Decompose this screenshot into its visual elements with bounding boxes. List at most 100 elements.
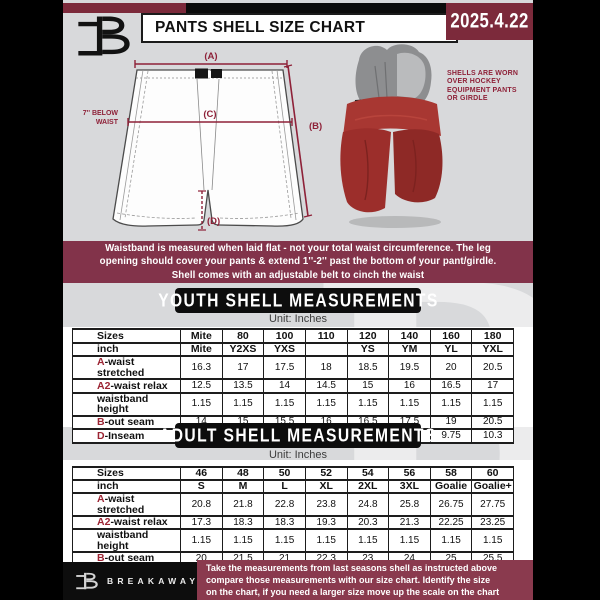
table-cell: 2XL <box>346 479 390 494</box>
footer-brand-name: BREAKAWAY <box>107 576 200 586</box>
table-cell: YL <box>429 341 473 357</box>
label-text: -out seam <box>104 552 155 565</box>
table-cell: 1.15 <box>304 528 348 553</box>
label-text: -waist stretched <box>97 356 145 379</box>
measure-label-d: (D) <box>207 216 220 227</box>
table-cell: Y2XS <box>221 341 265 357</box>
row-label: waistband height <box>72 391 181 417</box>
label-prefix: A <box>97 493 105 505</box>
youth-heading-banner: YOUTH SHELL MEASUREMENTS <box>158 288 437 313</box>
table-cell: 13.5 <box>221 378 265 394</box>
top-accent-strip-left <box>63 3 186 13</box>
table-cell: 100 <box>263 328 306 344</box>
table-cell: 23.8 <box>304 492 348 517</box>
table-cell: 1.15 <box>346 528 390 553</box>
title-box: PANTS SHELL SIZE CHART <box>141 13 458 43</box>
table-cell: 20.5 <box>471 355 514 380</box>
label-text: inch <box>97 343 119 355</box>
table-cell: 1.15 <box>429 528 473 553</box>
measure-label-c: (C) <box>203 109 216 120</box>
table-cell: L <box>263 479 306 494</box>
table-cell: 18.3 <box>221 515 265 530</box>
table-cell: 110 <box>304 328 348 344</box>
row-label: A-waist stretched <box>72 492 181 517</box>
table-cell: 140 <box>388 328 431 344</box>
table-cell: 16.3 <box>180 355 223 380</box>
row-label: Sizes <box>72 328 181 344</box>
shell-left-leg <box>340 128 391 213</box>
row-label: A2-waist relax <box>72 515 181 530</box>
table-cell: 52 <box>304 466 348 481</box>
label-text: -waist relax <box>110 516 168 529</box>
table-cell: 19.5 <box>388 355 431 380</box>
youth-heading: YOUTH SHELL MEASUREMENTS <box>157 289 439 311</box>
table-cell: 20.8 <box>180 492 223 517</box>
shell-right-leg <box>393 129 443 203</box>
table-cell: 19.3 <box>304 515 348 530</box>
table-cell: 3XL <box>388 479 431 494</box>
table-cell: 1.15 <box>263 391 306 417</box>
table-cell: 17.3 <box>180 515 223 530</box>
label-text: -waist stretched <box>97 493 145 516</box>
table-cell: 1.15 <box>429 391 473 417</box>
table-cell: 160 <box>429 328 473 344</box>
row-label: inch <box>72 341 181 357</box>
table-cell: 25.8 <box>388 492 431 517</box>
table-cell: YS <box>346 341 390 357</box>
table-cell: M <box>221 479 265 494</box>
content-panel: B PANTS SHELL SIZE CHART 2025.4.22 <box>63 0 587 600</box>
label-prefix: D <box>97 429 105 442</box>
row-label: A-waist stretched <box>72 355 181 380</box>
table-row: inch Mite Y2XS YXS YS YM YL YXL <box>72 341 514 357</box>
youth-unit-label: Unit: Inches <box>268 313 328 325</box>
table-cell: 20.3 <box>346 515 390 530</box>
breakaway-footer-logo-icon <box>76 572 98 590</box>
table-cell: 1.15 <box>180 391 223 417</box>
date-badge: 2025.4.22 <box>446 3 533 40</box>
table-row: A-waist stretched 16.3 17 17.5 18 18.5 19.5 20… <box>72 355 514 380</box>
row-label: inch <box>72 479 181 494</box>
measure-label-a: (A) <box>204 51 217 62</box>
table-cell: YXS <box>263 341 306 357</box>
label-prefix: A2 <box>97 379 111 392</box>
table-cell: 80 <box>221 328 265 344</box>
page-title: PANTS SHELL SIZE CHART <box>155 19 366 36</box>
table-row: A2-waist relax 17.3 18.3 18.3 19.3 20.3 21.3 2… <box>72 515 514 530</box>
date-text: 2025.4.22 <box>450 9 529 33</box>
table-cell: 18.3 <box>263 515 306 530</box>
waist-note: 7'' BELOW WAIST <box>82 110 118 126</box>
label-text: waistband height <box>97 392 149 415</box>
table-cell: Mite <box>180 341 223 357</box>
row-label: Sizes <box>72 466 181 481</box>
footer-note: Take the measurements from last seasons … <box>197 560 533 600</box>
table-cell <box>304 341 348 357</box>
label-text: -waist relax <box>110 379 168 392</box>
label-text: Sizes <box>97 329 124 342</box>
shell-caption: SHELLS ARE WORN OVER HOCKEY EQUIPMENT PA… <box>447 70 519 103</box>
table-cell: 22.8 <box>263 492 306 517</box>
label-prefix: B <box>97 552 105 565</box>
table-cell: S <box>180 479 223 494</box>
table-cell: YM <box>388 341 431 357</box>
table-cell: 180 <box>471 328 514 344</box>
table-cell: 56 <box>388 466 431 481</box>
info-banner: Waistband is measured when laid flat - n… <box>63 241 533 283</box>
table-cell: 48 <box>221 466 265 481</box>
table-cell: 17 <box>471 378 514 394</box>
table-cell: 17.5 <box>263 355 306 380</box>
label-text: waistband height <box>97 529 149 552</box>
table-cell: 18.5 <box>346 355 390 380</box>
adult-heading-banner: ADULT SHELL MEASUREMENTS <box>159 423 435 448</box>
table-cell: 46 <box>180 466 223 481</box>
table-row: Sizes 46 48 50 52 54 56 58 60 <box>72 466 514 481</box>
table-cell: 22.25 <box>429 515 473 530</box>
label-text: inch <box>97 480 119 493</box>
row-label: waistband height <box>72 528 181 553</box>
label-text: -Inseam <box>104 429 145 442</box>
table-row: waistband height 1.15 1.15 1.15 1.15 1.15 1.1… <box>72 391 514 417</box>
left-black-bar <box>0 0 63 600</box>
table-cell: 18 <box>304 355 348 380</box>
table-cell: 26.75 <box>429 492 473 517</box>
label-text: Sizes <box>97 467 124 480</box>
